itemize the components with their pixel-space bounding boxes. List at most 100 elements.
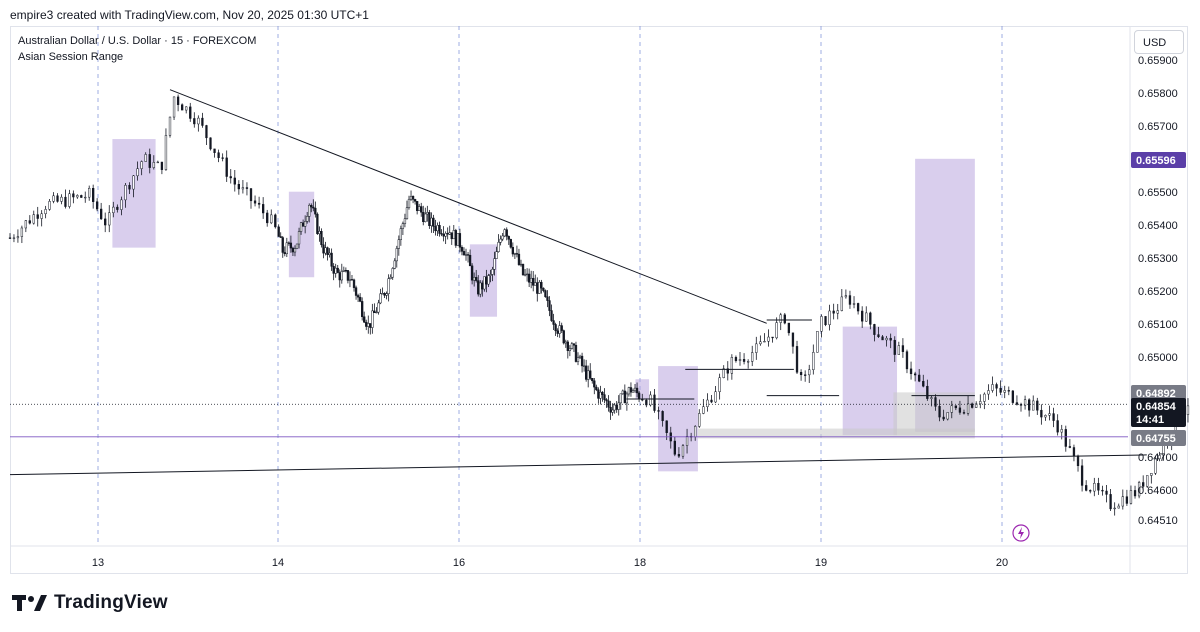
candle-body: [521, 263, 525, 276]
tradingview-logo[interactable]: TradingView: [12, 592, 168, 614]
candle-body: [221, 157, 224, 159]
candle-body: [755, 343, 758, 353]
candle-body: [1052, 413, 1055, 421]
candle-body: [436, 225, 439, 232]
candle-body: [36, 214, 39, 219]
candle-body: [751, 352, 754, 362]
candle-body: [1011, 390, 1015, 403]
candle-body: [519, 263, 523, 266]
candle-body: [746, 361, 750, 363]
candle-body: [1044, 415, 1047, 418]
candle-body: [1125, 496, 1129, 504]
candle-body: [714, 391, 717, 403]
candle-body: [905, 351, 909, 370]
candle-body: [844, 295, 848, 298]
candle-body: [970, 403, 974, 408]
candle-body: [361, 301, 364, 317]
candle-body: [104, 218, 107, 226]
candle-body: [237, 184, 240, 190]
candle-body: [1064, 429, 1067, 447]
candle-body: [966, 403, 970, 414]
candle-body: [281, 237, 284, 253]
candle-body: [1023, 399, 1027, 406]
candle-body: [373, 310, 376, 313]
chart-frame: [10, 26, 1188, 574]
candle-body: [566, 341, 569, 351]
indicator-legend[interactable]: Asian Session Range: [18, 51, 124, 63]
candle-body: [274, 214, 277, 228]
candle-body: [426, 212, 429, 215]
candle-body: [1142, 482, 1145, 487]
candle-body: [299, 222, 303, 232]
tradingview-logo-icon: [12, 595, 47, 611]
candle-body: [481, 282, 484, 290]
candle-body: [554, 324, 557, 332]
candle-body: [253, 200, 257, 204]
candle-body: [999, 387, 1002, 393]
symbol-legend[interactable]: Australian Dollar / U.S. Dollar · 15 · F…: [18, 35, 257, 47]
candle-body: [326, 247, 329, 255]
last-price-tag: 0.64892: [1136, 388, 1176, 400]
candle-body: [991, 384, 994, 391]
candle-body: [448, 232, 451, 235]
candle-body: [8, 237, 12, 239]
candle-body: [324, 247, 327, 254]
candle-body: [536, 282, 539, 294]
candle-body: [116, 206, 119, 210]
candle-body: [289, 242, 293, 249]
candle-body: [1028, 399, 1031, 411]
candle-body: [1117, 505, 1120, 509]
candle-body: [304, 221, 307, 227]
candle-body: [922, 380, 925, 387]
price-tick-label: 0.65900: [1138, 55, 1178, 67]
candle-body: [511, 247, 514, 255]
candle-body: [108, 212, 111, 226]
candle-body: [653, 394, 656, 411]
candle-body: [432, 217, 435, 227]
candle-body: [245, 187, 249, 189]
candle-body: [771, 336, 774, 339]
candle-body: [217, 152, 220, 158]
candle-body: [20, 227, 24, 237]
candle-body: [413, 199, 417, 202]
lightning-icon[interactable]: [1012, 524, 1030, 542]
candle-body: [377, 302, 380, 313]
candle-body: [593, 380, 596, 388]
candle-body: [84, 196, 87, 199]
currency-button[interactable]: USD: [1134, 30, 1184, 54]
candle-body: [379, 293, 382, 304]
candle-body: [665, 420, 668, 434]
candle-body: [1105, 490, 1108, 495]
candle-body: [411, 195, 415, 200]
price-tick-label: 0.65500: [1138, 187, 1178, 199]
candle-body: [523, 274, 527, 276]
candle-body: [795, 346, 799, 373]
candle-body: [28, 220, 31, 224]
candle-body: [189, 106, 192, 119]
session-range-box: [112, 139, 156, 248]
trendline-ascending: [9, 454, 1147, 476]
candle-body: [763, 341, 766, 343]
candle-body: [348, 279, 352, 281]
candle-body: [12, 237, 16, 239]
candle-body: [389, 276, 392, 279]
candle-body: [1072, 447, 1076, 457]
candle-body: [172, 96, 176, 118]
candle-body: [625, 393, 629, 404]
candle-body: [873, 324, 876, 335]
candle-body: [1109, 494, 1112, 510]
candle-body: [395, 248, 398, 262]
candle-body: [962, 412, 966, 414]
lightning-icon-bolt: [1018, 527, 1024, 539]
candle-body: [767, 336, 770, 342]
candle-body: [344, 270, 348, 272]
candle-body: [399, 228, 403, 240]
candle-body: [808, 369, 811, 376]
candle-body: [698, 413, 701, 427]
candle-body: [507, 236, 510, 240]
candle-body: [1032, 400, 1035, 411]
candle-body: [52, 195, 55, 202]
candle-body: [40, 213, 43, 219]
candle-body: [48, 201, 51, 210]
